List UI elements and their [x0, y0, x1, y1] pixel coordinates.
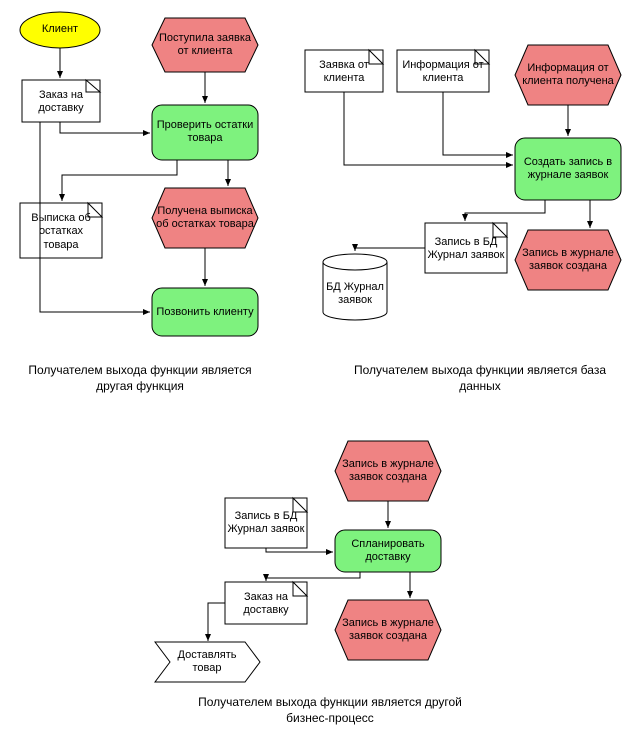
- call-client-process: [152, 288, 258, 336]
- record-created-hex-3: [335, 600, 441, 660]
- record-created-hex: [515, 230, 621, 290]
- record-created-hex-2: [335, 441, 441, 501]
- db-cylinder: [323, 262, 387, 320]
- statement-received-hex: [152, 188, 258, 248]
- check-stock-process: [152, 105, 258, 160]
- deliver-goods-flag: [155, 642, 260, 682]
- create-record-process: [515, 138, 621, 200]
- info-received-hex: [515, 45, 621, 105]
- client-ellipse: [20, 12, 100, 48]
- request-received-hex: [152, 18, 258, 72]
- diagram3-caption: Получателем выхода функции является друг…: [180, 695, 480, 726]
- diagram2-caption: Получателем выхода функции является база…: [350, 363, 610, 394]
- diagram1-caption: Получателем выхода функции является друг…: [10, 363, 270, 394]
- plan-delivery-process: [335, 530, 441, 572]
